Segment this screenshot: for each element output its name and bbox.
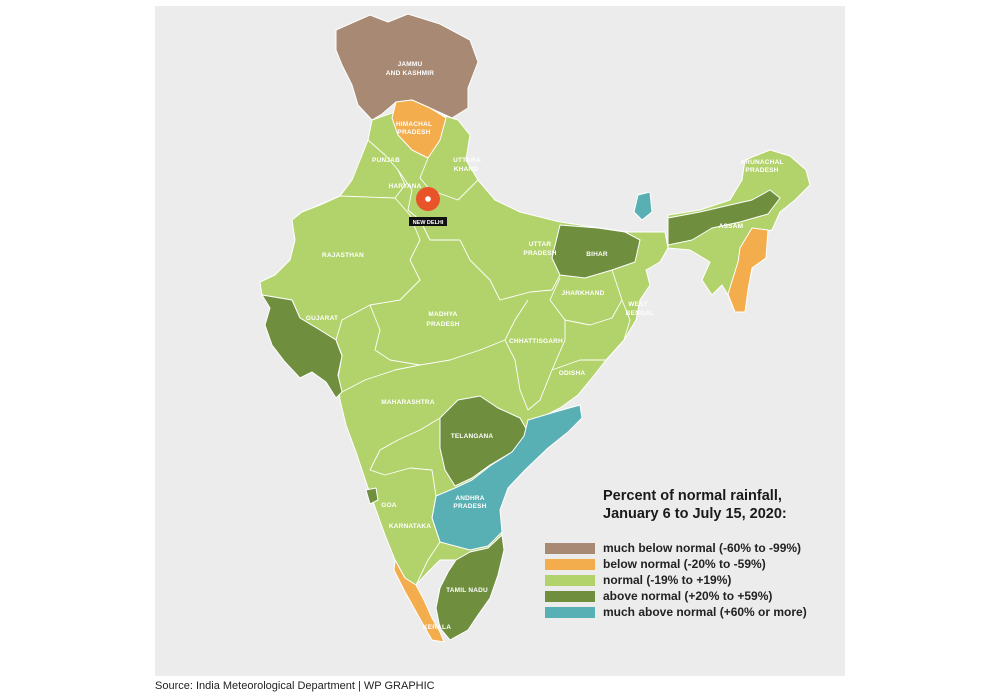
region-himachal-pradesh: [391, 99, 447, 159]
label-up-2: PRADESH: [523, 250, 556, 257]
legend-swatch: [545, 558, 595, 570]
region-manipur-mizoram: [727, 227, 769, 313]
legend-swatch: [545, 606, 595, 618]
region-bihar: [551, 224, 641, 279]
legend: Percent of normal rainfall, January 6 to…: [545, 487, 845, 620]
label-mp: MADHYA: [428, 311, 457, 318]
legend-item: above normal (+20% to +59%): [545, 588, 845, 604]
new-delhi-marker: NEW DELHI: [409, 187, 447, 226]
label-haryana: HARYANA: [388, 183, 421, 190]
label-arunachal-2: PRADESH: [745, 167, 778, 174]
state-borders: [301, 139, 631, 586]
label-uttarakhand-2: KHAND: [454, 166, 479, 173]
label-chhattisgarh: CHHATTISGARH: [509, 338, 563, 345]
marker-dot: [425, 196, 431, 202]
legend-item: much above normal (+60% or more): [545, 604, 845, 620]
border-chhattisgarh: [504, 320, 566, 411]
border-mp: [369, 299, 529, 366]
label-rajasthan: RAJASTHAN: [322, 252, 364, 259]
label-up: UTTAR: [529, 241, 552, 248]
region-gujarat: [261, 294, 343, 399]
border-jharkhand: [549, 277, 623, 326]
label-wb-2: BENGAL: [626, 310, 655, 317]
legend-title: Percent of normal rainfall, January 6 to…: [603, 487, 845, 523]
legend-swatch: [545, 590, 595, 602]
label-kerala: KERALA: [423, 624, 451, 631]
label-jammu-kashmir-2: AND KASHMIR: [386, 70, 435, 77]
legend-item: much below normal (-60% to -99%): [545, 540, 845, 556]
label-ap: ANDHRA: [455, 495, 484, 502]
border-odisha: [551, 359, 606, 371]
region-sikkim: [633, 191, 653, 221]
label-himachal: HIMACHAL: [396, 121, 432, 128]
label-karnataka: KARNATAKA: [389, 523, 431, 530]
border-haryana: [397, 169, 431, 241]
marker-label-bg: [409, 217, 447, 226]
region-tamil-nadu: [435, 534, 505, 641]
legend-item: normal (-19% to +19%): [545, 572, 845, 588]
label-gujarat: GUJARAT: [306, 315, 338, 322]
legend-label: much below normal (-60% to -99%): [603, 541, 802, 555]
label-bihar: BIHAR: [586, 251, 608, 258]
source-credit: Source: India Meteorological Department …: [155, 680, 435, 692]
border-karnataka: [369, 467, 441, 586]
label-tamil-nadu: TAMIL NADU: [446, 587, 488, 594]
label-jammu-kashmir: JAMMU: [398, 61, 423, 68]
legend-label: above normal (+20% to +59%): [603, 589, 773, 603]
label-mp-2: PRADESH: [426, 321, 459, 328]
legend-label: below normal (-20% to -59%): [603, 557, 766, 571]
border-maharashtra: [341, 364, 441, 471]
label-telangana: TELANGANA: [451, 433, 494, 440]
label-himachal-2: PRADESH: [397, 129, 430, 136]
legend-item: below normal (-20% to -59%): [545, 556, 845, 572]
region-andhra-pradesh: [431, 404, 583, 551]
border-rajasthan: [301, 195, 421, 341]
label-ap-2: PRADESH: [453, 503, 486, 510]
label-assam: ASSAM: [719, 223, 743, 230]
label-odisha: ODISHA: [559, 370, 586, 377]
region-goa: [365, 487, 379, 505]
label-new-delhi: NEW DELHI: [413, 220, 444, 226]
label-uttarakhand: UTTARA-: [453, 157, 483, 164]
region-jammu-kashmir: [335, 13, 479, 121]
legend-swatch: [545, 542, 595, 554]
label-punjab: PUNJAB: [372, 157, 400, 164]
region-assam: [667, 189, 781, 246]
label-jharkhand: JHARKHAND: [562, 290, 605, 297]
border-wb: [611, 269, 631, 341]
legend-label: normal (-19% to +19%): [603, 573, 732, 587]
legend-swatch: [545, 574, 595, 586]
legend-label: much above normal (+60% or more): [603, 605, 807, 619]
label-maharashtra: MAHARASHTRA: [381, 399, 435, 406]
legend-title-line1: Percent of normal rainfall,: [603, 488, 782, 504]
border-up: [430, 239, 561, 301]
label-goa: GOA: [381, 502, 397, 509]
label-wb: WEST: [628, 301, 648, 308]
label-arunachal: ARUNACHAL: [740, 159, 783, 166]
legend-title-line2: January 6 to July 15, 2020:: [603, 506, 787, 522]
